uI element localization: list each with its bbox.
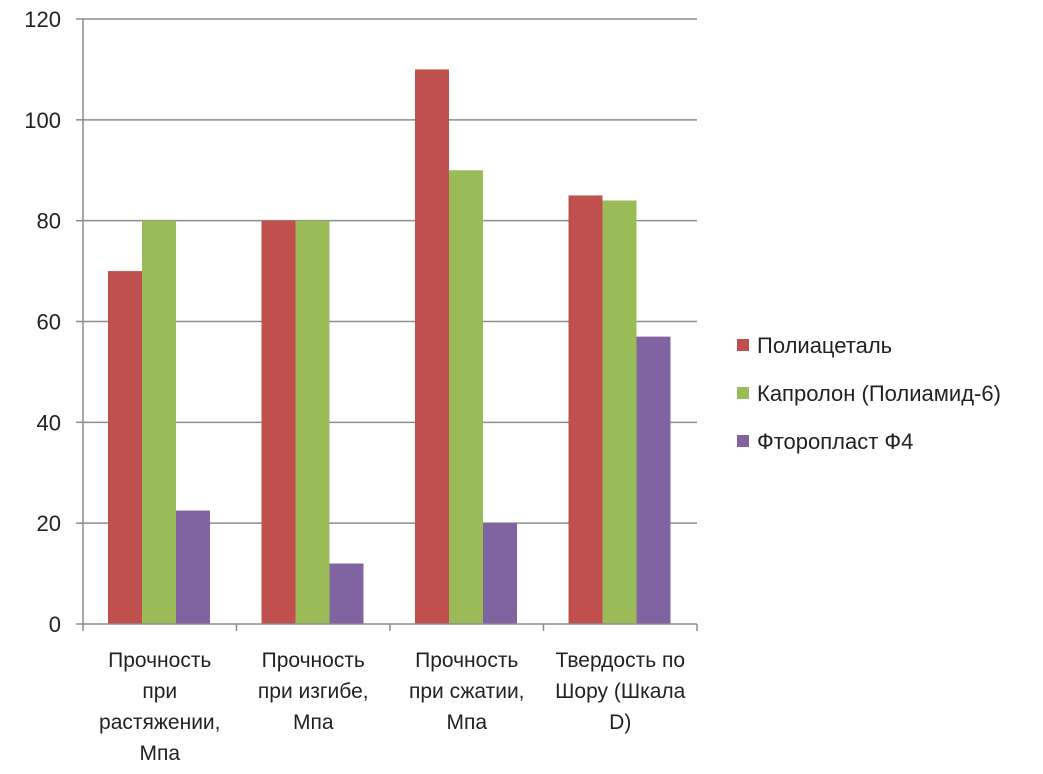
bar-2-4: [602, 200, 637, 624]
x-category-label: Мпа: [139, 742, 180, 765]
x-category-label: при: [142, 680, 177, 703]
bar-1-4: [568, 195, 603, 625]
y-tick-label: 0: [49, 612, 61, 637]
bars: [108, 69, 671, 625]
legend-label-3: Фторопласт Ф4: [757, 429, 913, 454]
legend-swatch-1: [737, 339, 749, 351]
legend-label-2: Капролон (Полиамид-6): [757, 381, 1001, 406]
y-tick-labels: 0 20 40 60 80 100 120: [24, 7, 61, 637]
x-category-label: при изгибе,: [258, 680, 369, 703]
y-tick-label: 20: [37, 511, 61, 536]
x-category-label: Мпа: [293, 711, 334, 734]
bar-1-2: [261, 220, 296, 624]
legend: Полиацеталь Капролон (Полиамид-6) Фторопла…: [737, 333, 1001, 454]
x-category-label: при сжатии,: [409, 680, 525, 703]
bar-1-1: [108, 271, 142, 624]
x-category-label: D): [609, 711, 631, 734]
x-category-label: Прочность: [262, 649, 365, 672]
y-tick-label: 40: [37, 410, 61, 435]
x-category-label: Твердость по: [555, 649, 685, 672]
bar-3-4: [636, 336, 671, 624]
bar-3-1: [176, 510, 210, 624]
y-tick-label: 80: [37, 209, 61, 234]
x-category-label: Прочность: [108, 649, 211, 672]
bar-1-3: [415, 69, 449, 624]
legend-swatch-3: [737, 435, 749, 447]
bar-2-1: [142, 220, 176, 624]
x-category-label: Мпа: [446, 711, 487, 734]
legend-swatch-2: [737, 387, 749, 399]
y-tick-label: 120: [24, 7, 61, 32]
x-category-label: растяжении,: [99, 711, 220, 734]
y-tick-label: 60: [37, 310, 61, 335]
x-category-labels: Прочность при растяжении, Мпа Прочность при и…: [99, 649, 686, 765]
bar-3-2: [329, 563, 364, 624]
legend-label-1: Полиацеталь: [757, 333, 892, 358]
x-category-label: Прочность: [415, 649, 518, 672]
axes: [76, 18, 698, 631]
bar-3-3: [483, 523, 517, 624]
x-category-label: Шору (Шкала: [555, 680, 686, 703]
bar-2-2: [295, 220, 330, 624]
y-tick-label: 100: [24, 108, 61, 133]
bar-2-3: [449, 170, 483, 624]
